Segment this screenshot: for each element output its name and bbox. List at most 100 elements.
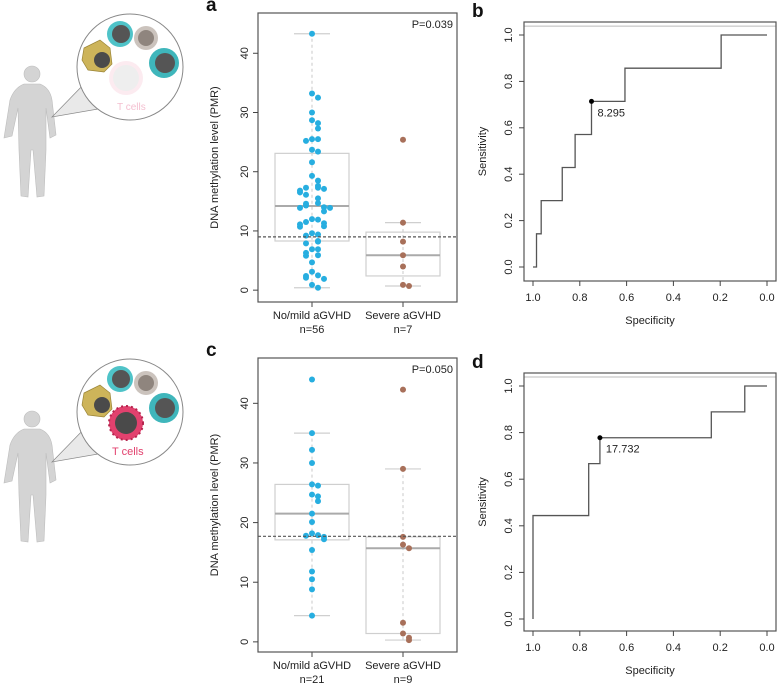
data-point: [321, 185, 327, 192]
illustration-top: T cells: [3, 13, 184, 198]
y-tick-label: 0.8: [503, 74, 515, 89]
x-axis-title: Specificity: [625, 315, 675, 327]
n-label: n=7: [394, 324, 413, 336]
panel-letter: c: [206, 340, 217, 361]
data-point: [315, 184, 321, 191]
x-tick-label: 0.0: [759, 642, 774, 654]
data-point: [321, 536, 327, 543]
data-point: [309, 491, 315, 498]
human-silhouette: [3, 65, 57, 198]
data-point: [309, 172, 315, 179]
data-point: [400, 619, 406, 626]
y-tick-label: 40: [239, 397, 251, 409]
n-label: n=9: [394, 674, 413, 686]
y-tick-label: 10: [239, 225, 251, 237]
y-tick-label: 0.4: [503, 167, 515, 182]
data-point: [303, 240, 309, 247]
data-point: [309, 586, 315, 593]
x-tick-label: Severe aGVHD: [365, 310, 441, 322]
human-silhouette: [3, 410, 57, 543]
data-point: [400, 238, 406, 245]
panel-d-roc: d 17.732 1.0 0.8 0.6 0.4 0.2 0.0 0.0 0.2 0.4 0.6 0.8…: [472, 352, 777, 677]
x-tick-label: 0.2: [713, 292, 728, 304]
plot-frame: [523, 372, 777, 632]
t-cells-label: T cells: [117, 102, 146, 113]
data-point: [400, 252, 406, 259]
best-threshold-point: [589, 98, 594, 104]
data-point: [400, 386, 406, 393]
data-point: [309, 90, 315, 97]
y-tick-label: 0.4: [503, 518, 515, 533]
data-point: [315, 148, 321, 155]
data-point: [315, 120, 321, 127]
data-point: [400, 219, 406, 226]
y-tick-label: 1.0: [503, 378, 515, 393]
data-point: [303, 252, 309, 259]
data-point: [327, 204, 333, 211]
x-tick-label: 0.8: [572, 292, 587, 304]
panel-letter: b: [472, 1, 484, 22]
panel-letter: a: [206, 0, 217, 16]
data-point: [309, 146, 315, 153]
data-point: [309, 30, 315, 37]
data-point: [321, 275, 327, 282]
p-value-annotation: P=0.050: [412, 364, 453, 376]
data-point: [315, 94, 321, 101]
data-point: [315, 216, 321, 223]
data-point: [400, 281, 406, 288]
panel-letter: d: [472, 352, 484, 373]
threshold-label: 17.732: [606, 444, 640, 456]
data-point: [297, 223, 303, 230]
data-point: [303, 137, 309, 144]
data-point: [309, 117, 315, 124]
cells-cluster: T cells: [81, 366, 179, 458]
data-point: [315, 272, 321, 279]
y-tick-label: 0.2: [503, 565, 515, 580]
y-tick-label: 1.0: [503, 27, 515, 42]
data-point: [297, 189, 303, 196]
box-iqr: [365, 231, 441, 277]
y-tick-label: 10: [239, 576, 251, 588]
y-tick-label: 40: [239, 47, 251, 59]
x-tick-label: 0.2: [713, 642, 728, 654]
cells-cluster: T cells: [81, 21, 179, 113]
data-point: [309, 576, 315, 583]
x-tick-label: 0.6: [619, 642, 634, 654]
plot-frame: [257, 12, 458, 303]
y-tick-label: 30: [239, 457, 251, 469]
data-point: [303, 202, 309, 209]
box-iqr: [274, 152, 350, 242]
data-point: [309, 430, 315, 437]
data-point: [315, 125, 321, 132]
y-axis-title: Sensitivity: [477, 126, 489, 176]
data-point: [315, 246, 321, 253]
roc-curve: [533, 34, 767, 268]
data-point: [309, 612, 315, 619]
data-point: [309, 216, 315, 223]
data-point: [400, 263, 406, 270]
n-label: n=56: [300, 324, 325, 336]
data-point: [315, 177, 321, 184]
data-point: [315, 200, 321, 207]
data-point: [406, 545, 412, 552]
data-point: [315, 238, 321, 245]
data-point: [309, 530, 315, 537]
y-tick-label: 20: [239, 166, 251, 178]
data-point: [309, 481, 315, 488]
data-point: [309, 268, 315, 275]
x-tick-label: 0.0: [759, 292, 774, 304]
data-point: [309, 459, 315, 466]
data-point: [400, 465, 406, 472]
data-point: [309, 259, 315, 266]
data-point: [303, 184, 309, 191]
data-point: [315, 231, 321, 238]
data-point: [309, 547, 315, 554]
x-axis-title: Specificity: [625, 665, 675, 677]
data-point: [309, 446, 315, 453]
data-point: [309, 230, 315, 237]
y-axis-title: DNA methylation level (PMR): [209, 86, 221, 228]
y-tick-label: 0: [239, 287, 251, 293]
plot-frame: [257, 357, 458, 653]
data-point: [400, 541, 406, 548]
